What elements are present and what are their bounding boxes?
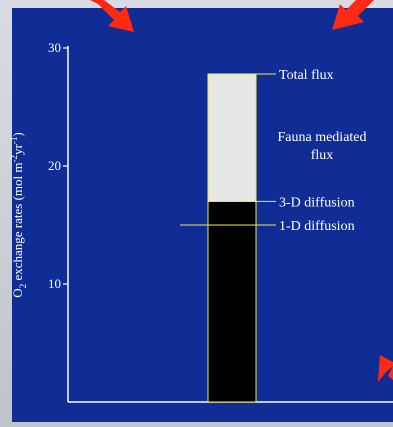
arrow-bottom-right-icon xyxy=(378,355,393,382)
stacked-bar xyxy=(207,73,257,403)
annotation-one_d: 1-D diffusion xyxy=(279,219,355,234)
annotation-three_d: 3-D diffusion xyxy=(279,195,355,210)
bar-segment-fauna xyxy=(207,73,257,202)
arrow-top-left-icon xyxy=(90,0,134,32)
arrow-top-right-icon xyxy=(332,0,374,30)
y-tick-label: 30 xyxy=(48,40,61,55)
ylabel-sup1: -2 xyxy=(9,155,19,163)
y-axis-label: O2 exchange rates (mol m-2yr-1) xyxy=(9,132,28,297)
bar-annotations: Total flux Fauna mediated flux 3-D diffusio… xyxy=(180,68,367,234)
ylabel-mid: exchange rates (mol m xyxy=(10,163,25,284)
annotation-fauna-line0: Fauna mediated xyxy=(277,130,366,145)
ylabel-pre: O xyxy=(10,288,25,297)
y-tick-label: 10 xyxy=(48,276,61,291)
decorative-arrows xyxy=(90,0,393,382)
ylabel-post: ) xyxy=(10,132,25,136)
ylabel-mid2: yr xyxy=(10,144,25,156)
bar-segment-diffusion xyxy=(207,200,257,403)
y-tick-labels: 10 20 30 xyxy=(48,40,68,291)
ylabel-sub: 2 xyxy=(18,284,28,289)
annotation-total: Total flux xyxy=(279,68,334,83)
plot-background xyxy=(12,8,393,422)
annotation-fauna-line1: flux xyxy=(311,148,334,163)
y-tick-label: 20 xyxy=(48,158,61,173)
ylabel-sup2: -1 xyxy=(9,137,19,145)
